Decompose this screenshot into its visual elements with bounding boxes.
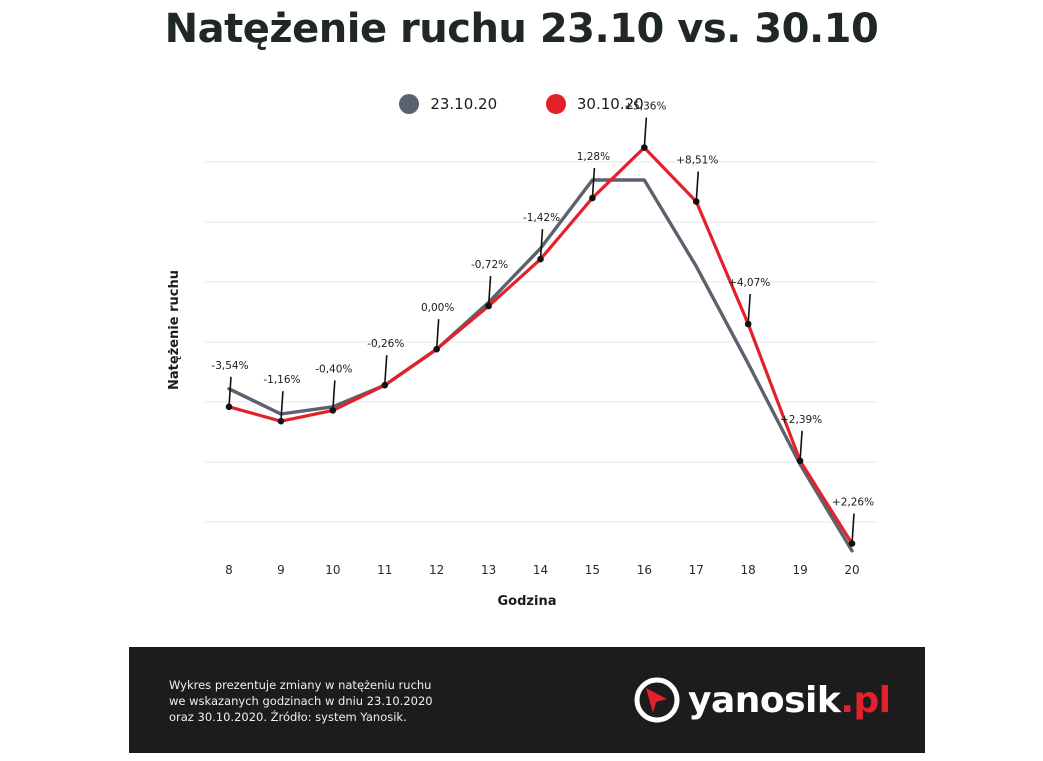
annotation-leader (695, 171, 700, 202)
annotation-leader (799, 430, 803, 461)
data-label: +2,39% (780, 414, 822, 426)
data-point (589, 194, 596, 202)
annotation-leader (487, 275, 492, 307)
x-tick-label: 14 (533, 563, 548, 577)
x-axis-label: Godzina (498, 594, 557, 609)
x-tick-label: 17 (689, 563, 704, 577)
footer-line: we wskazanych godzinach w dniu 23.10.202… (169, 694, 433, 708)
data-point (381, 381, 389, 389)
x-tick-label: 19 (792, 563, 807, 577)
legend-item-series-a: 23.10.20 (399, 94, 497, 114)
annotation-leader (435, 319, 440, 350)
annotation-leader (591, 167, 596, 199)
data-point (848, 540, 856, 547)
x-tick-label: 15 (585, 563, 600, 577)
data-label: -1,16% (263, 374, 300, 386)
legend-label-series-a: 23.10.20 (430, 95, 498, 113)
x-tick-label: 9 (277, 563, 285, 577)
data-point (641, 144, 648, 151)
brand-logo: yanosik .pl (634, 674, 891, 726)
data-label: -3,54% (211, 360, 248, 372)
x-tick-label: 16 (637, 563, 652, 577)
data-label: -0,26% (367, 338, 404, 350)
data-point (277, 417, 285, 425)
x-tick-label: 18 (741, 563, 756, 577)
yanosik-logo-icon (634, 677, 680, 723)
footer-description: Wykres prezentuje zmiany w natężeniu ruc… (169, 677, 499, 725)
data-point (692, 198, 700, 205)
footer-line: oraz 30.10.2020. Źródło: system Yanosik. (169, 710, 407, 724)
chart-title: Natężenie ruchu 23.10 vs. 30.10 (164, 6, 879, 52)
annotation-leader (747, 293, 751, 325)
x-tick-label: 12 (429, 563, 444, 577)
x-axis-ticks: 8 9 10 11 12 13 14 15 16 17 18 19 20 (225, 563, 859, 577)
annotation-leader (383, 355, 388, 386)
data-label: +5,36% (624, 101, 666, 113)
annotation-leader (332, 380, 336, 411)
data-label: 1,28% (577, 151, 610, 163)
data-label: +8,51% (676, 155, 718, 167)
x-tick-label: 11 (377, 563, 392, 577)
legend-dot-series-a (399, 94, 420, 114)
annotation-leader (228, 376, 232, 407)
annotations: -3,54% -1,16% -0,40% -0,26% 0,00% -0,72% -1,42… (211, 101, 874, 547)
annotation-leader (280, 391, 284, 422)
annotation-leader (851, 513, 855, 544)
data-point (225, 403, 233, 411)
data-point (744, 320, 752, 328)
footer-line: Wykres prezentuje zmiany w natężeniu ruc… (169, 678, 432, 692)
data-label: -0,72% (471, 259, 508, 271)
line-chart: -3,54% -1,16% -0,40% -0,26% 0,00% -0,72% -1,42… (167, 101, 877, 609)
data-label: -1,42% (523, 212, 560, 224)
data-point (537, 255, 544, 263)
data-label: +2,26% (832, 497, 874, 509)
x-tick-label: 8 (225, 563, 233, 577)
data-label: +4,07% (728, 277, 770, 289)
x-tick-label: 10 (325, 563, 340, 577)
annotation-leader (643, 117, 648, 148)
series-line-30-10 (227, 146, 854, 546)
footer: Wykres prezentuje zmiany w natężeniu ruc… (129, 647, 925, 753)
brand-tld: .pl (840, 679, 891, 721)
y-axis-label: Natężenie ruchu (167, 270, 182, 390)
annotation-leader (539, 229, 544, 260)
brand-name: yanosik (688, 679, 841, 721)
data-point (485, 302, 492, 310)
legend-dot-series-b (545, 94, 566, 114)
grid (205, 161, 877, 523)
x-tick-label: 13 (481, 563, 496, 577)
series-lines (227, 146, 854, 553)
legend: 23.10.20 30.10.20 (0, 94, 1043, 118)
data-point (796, 457, 804, 465)
data-label: 0,00% (421, 302, 454, 314)
data-point (433, 345, 440, 353)
legend-label-series-b: 30.10.20 (576, 95, 644, 113)
x-tick-label: 20 (844, 563, 859, 577)
data-label: -0,40% (315, 363, 352, 375)
legend-item-series-b: 30.10.20 (545, 94, 644, 114)
data-point (329, 407, 337, 414)
